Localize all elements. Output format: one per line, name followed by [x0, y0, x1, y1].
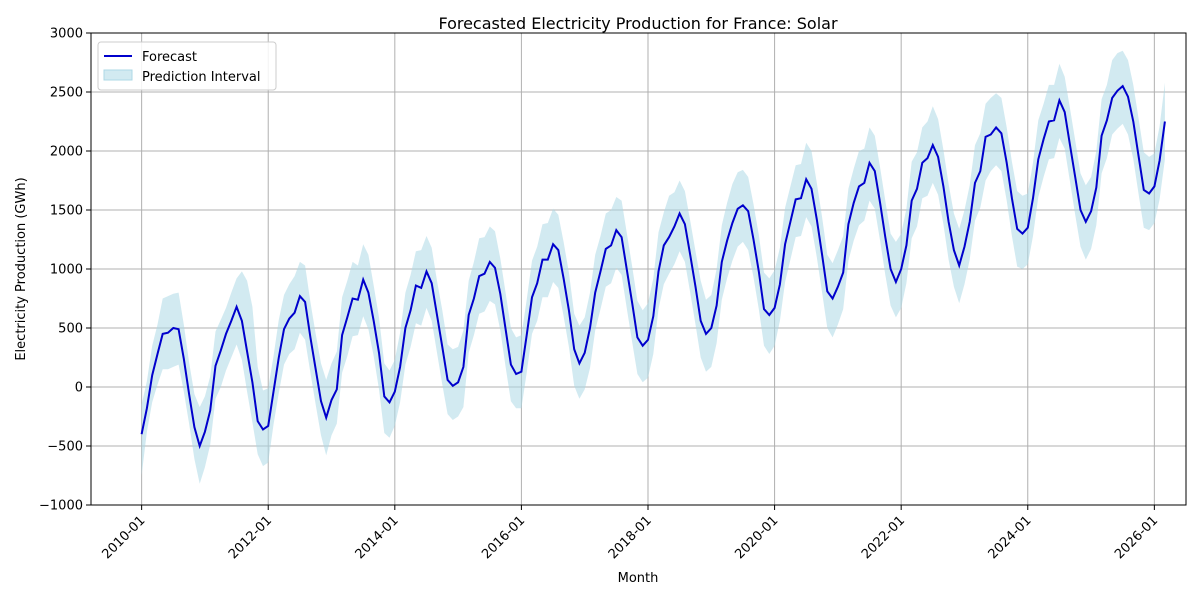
x-tick-label: 2018-01 — [606, 513, 655, 562]
chart-title: Forecasted Electricity Production for Fr… — [438, 14, 838, 33]
prediction-interval-band — [141, 50, 1165, 484]
gridlines — [91, 32, 1186, 506]
x-tick-label: 2016-01 — [479, 513, 528, 562]
y-tick-label: −500 — [47, 440, 83, 455]
y-tick-label: 1500 — [50, 204, 83, 219]
y-tick-label: 2000 — [50, 145, 83, 160]
y-tick-label: 3000 — [50, 27, 83, 42]
x-tick-label: 2022-01 — [859, 513, 908, 562]
y-axis-label: Electricity Production (GWh) — [14, 177, 29, 360]
legend: Forecast Prediction Interval — [97, 41, 277, 91]
y-tick-label: 1000 — [50, 263, 83, 278]
y-tick-label: 0 — [75, 381, 83, 396]
x-tick-label: 2024-01 — [986, 513, 1035, 562]
x-tick-label: 2026-01 — [1112, 513, 1161, 562]
x-axis-ticks: 2010-01 2012-01 2014-01 2016-01 2018-01 2020-… — [99, 505, 1161, 562]
forecast-line — [140, 84, 1166, 450]
x-tick-label: 2010-01 — [99, 513, 148, 562]
x-axis-label: Month — [618, 571, 659, 586]
y-tick-label: 2500 — [50, 86, 83, 101]
y-tick-label: 500 — [58, 322, 83, 337]
x-tick-label: 2014-01 — [353, 513, 402, 562]
x-tick-label: 2020-01 — [732, 513, 781, 562]
y-axis-ticks: −1000 −500 0 500 1000 1500 2000 2500 3000 — [39, 27, 91, 514]
y-tick-label: −1000 — [39, 499, 83, 514]
legend-box — [97, 41, 277, 91]
legend-interval-swatch — [103, 69, 133, 81]
legend-interval-label: Prediction Interval — [142, 70, 261, 85]
legend-forecast-label: Forecast — [142, 50, 197, 65]
x-tick-label: 2012-01 — [226, 513, 275, 562]
